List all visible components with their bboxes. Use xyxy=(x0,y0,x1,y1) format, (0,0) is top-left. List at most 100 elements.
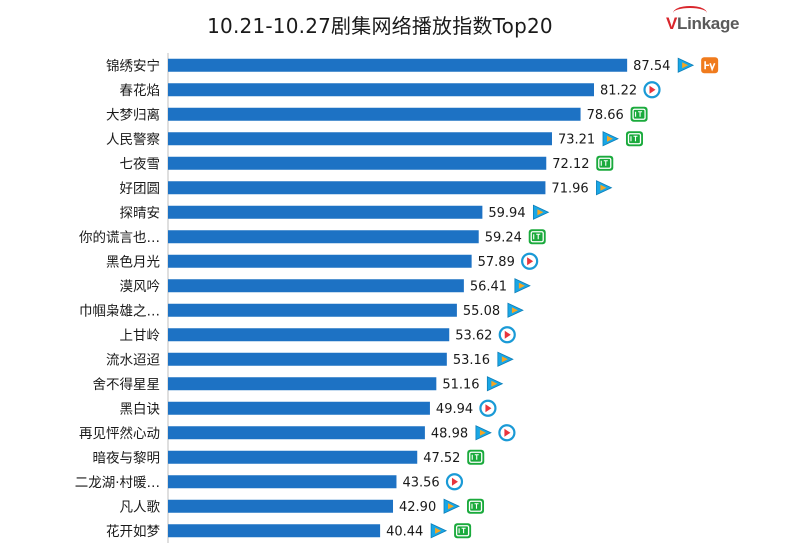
value-label: 81.22 xyxy=(600,83,637,98)
tencent-icon-inner xyxy=(501,356,508,363)
iqiyi-icon-bg xyxy=(454,523,472,539)
category-label: 流水迢迢 xyxy=(106,352,160,368)
iqiyi-icon-frame xyxy=(530,231,544,243)
iqiyi-icon-mark xyxy=(630,135,638,142)
category-label: 巾帼枭雄之… xyxy=(79,302,160,319)
bar xyxy=(168,401,430,415)
mango-icon-bg xyxy=(701,57,719,74)
iqiyi-icon xyxy=(454,523,472,539)
bar xyxy=(168,279,464,293)
tencent-icon-inner xyxy=(537,209,544,216)
bar xyxy=(168,156,547,170)
tencent-icon xyxy=(602,131,619,147)
bar xyxy=(168,254,472,268)
iqiyi-icon-mark xyxy=(471,454,479,460)
value-label: 56.41 xyxy=(470,279,507,294)
category-label: 舍不得星星 xyxy=(93,376,161,393)
iqiyi-icon-frame xyxy=(627,133,642,145)
value-label: 59.24 xyxy=(485,230,522,245)
bar xyxy=(168,303,457,317)
bar xyxy=(168,230,479,244)
value-label: 73.21 xyxy=(558,132,595,147)
value-label: 40.44 xyxy=(386,524,423,539)
youku-icon-play xyxy=(527,257,534,266)
value-label: 59.94 xyxy=(488,206,525,221)
value-label: 53.16 xyxy=(453,353,490,368)
bar xyxy=(168,352,447,366)
iqiyi-icon-frame xyxy=(632,108,646,120)
tencent-icon xyxy=(532,204,550,220)
iqiyi-icon-bg xyxy=(630,106,648,122)
iqiyi-icon-frame xyxy=(455,525,470,537)
value-label: 48.98 xyxy=(431,426,468,441)
bar xyxy=(168,475,397,489)
youku-icon-play xyxy=(485,404,492,413)
category-label: 人民警察 xyxy=(106,131,160,148)
category-label: 上甘岭 xyxy=(120,328,161,344)
category-label: 黑色月光 xyxy=(106,253,160,270)
value-label: 57.89 xyxy=(478,255,515,270)
category-label: 锦绣安宁 xyxy=(106,57,160,74)
value-label: 71.96 xyxy=(551,181,588,196)
tencent-icon xyxy=(475,425,492,441)
youku-icon xyxy=(479,399,497,417)
category-label: 凡人歌 xyxy=(120,499,161,515)
tencent-icon xyxy=(443,498,460,514)
logo-swoosh xyxy=(673,6,707,20)
logo-wordmark: Linkage xyxy=(677,14,740,33)
iqiyi-icon-frame xyxy=(469,451,483,463)
iqiyi-icon-frame xyxy=(468,500,483,512)
tencent-icon xyxy=(497,351,514,367)
tencent-icon-inner xyxy=(606,135,613,142)
bar xyxy=(168,328,450,342)
tencent-icon-inner xyxy=(600,184,607,191)
youku-icon-play xyxy=(451,477,458,486)
tencent-icon-inner xyxy=(682,62,689,69)
bar xyxy=(168,132,552,146)
youku-icon-play xyxy=(649,85,656,94)
value-label: 72.12 xyxy=(552,157,589,172)
iqiyi-icon-mark xyxy=(600,160,608,166)
iqiyi-icon-mark xyxy=(471,503,479,509)
youku-icon xyxy=(498,326,516,344)
iqiyi-icon-bg xyxy=(596,155,614,171)
category-label: 七夜雪 xyxy=(120,156,161,172)
value-label: 78.66 xyxy=(587,108,624,123)
value-label: 49.94 xyxy=(436,402,473,417)
value-label: 55.08 xyxy=(463,304,500,319)
bar xyxy=(168,107,581,121)
category-label: 好团圆 xyxy=(120,181,161,197)
tencent-icon xyxy=(677,57,695,73)
tencent-icon xyxy=(486,376,504,392)
youku-icon xyxy=(643,81,661,99)
tencent-icon-inner xyxy=(448,503,455,510)
bar xyxy=(168,499,394,513)
iqiyi-icon-mark xyxy=(635,111,643,117)
bar xyxy=(168,426,425,440)
youku-icon xyxy=(521,252,539,270)
value-label: 43.56 xyxy=(402,475,439,490)
iqiyi-icon-mark xyxy=(533,233,541,240)
category-label: 再见怦然心动 xyxy=(79,425,160,442)
tencent-icon-inner xyxy=(435,527,442,534)
iqiyi-icon-bg xyxy=(467,498,485,514)
value-label: 47.52 xyxy=(423,451,460,466)
category-label: 暗夜与黎明 xyxy=(93,450,161,466)
iqiyi-icon-bg xyxy=(528,229,546,245)
iqiyi-icon xyxy=(625,131,643,147)
tencent-icon-inner xyxy=(518,282,525,289)
youku-icon-play xyxy=(504,330,511,339)
youku-icon xyxy=(445,473,464,491)
category-label: 花开如梦 xyxy=(106,524,160,540)
tencent-icon-inner xyxy=(511,307,518,314)
iqiyi-icon-bg xyxy=(467,449,485,465)
mango-icon xyxy=(701,57,719,74)
tencent-icon xyxy=(507,302,524,318)
value-label: 42.90 xyxy=(399,500,436,515)
value-label: 51.16 xyxy=(442,377,479,392)
iqiyi-icon xyxy=(630,106,648,122)
tencent-icon-inner xyxy=(479,429,486,436)
category-label: 探晴安 xyxy=(120,205,161,221)
bar xyxy=(168,450,418,464)
